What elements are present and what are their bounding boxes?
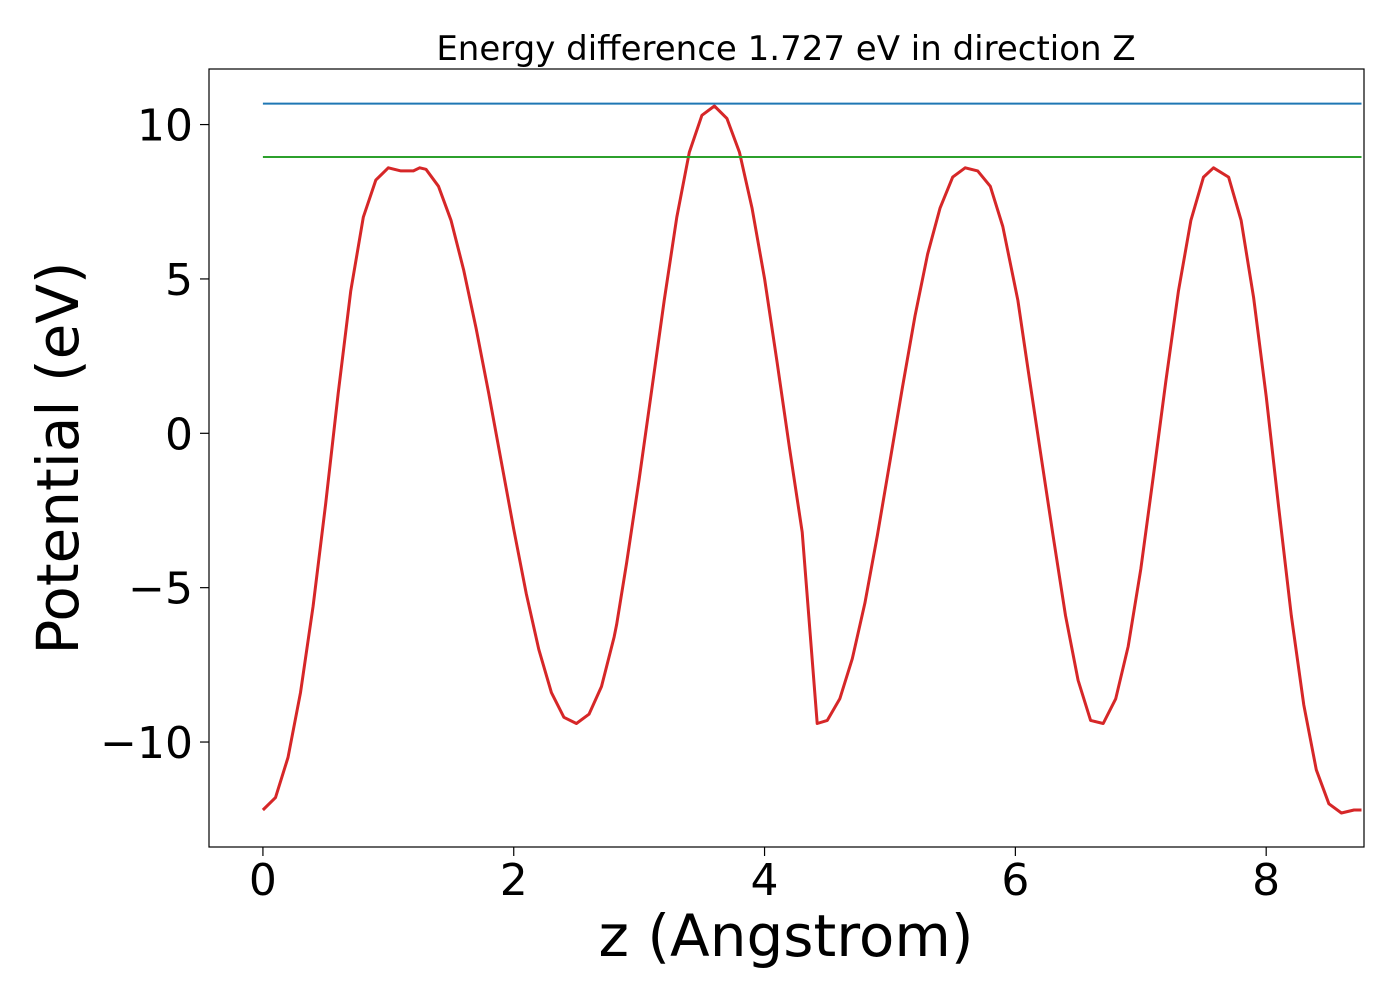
x-tick-label: 6 bbox=[1001, 855, 1029, 906]
x-tick-label: 8 bbox=[1252, 855, 1280, 906]
x-axis-label: z (Angstrom) bbox=[599, 902, 974, 970]
series-layer bbox=[261, 102, 1362, 815]
y-axis-ticks: −10 −5 0 5 10 bbox=[100, 101, 209, 769]
y-tick-label: 5 bbox=[165, 255, 193, 306]
x-tick-label: 4 bbox=[751, 855, 779, 906]
x-axis-ticks: 0 2 4 6 8 bbox=[249, 847, 1280, 906]
x-tick-label: 0 bbox=[249, 855, 277, 906]
y-tick-label: 10 bbox=[137, 101, 193, 152]
y-tick-label: −10 bbox=[100, 718, 193, 769]
y-tick-label: 0 bbox=[165, 409, 193, 460]
potential-curve bbox=[261, 104, 1362, 815]
y-axis-label: Potential (eV) bbox=[24, 261, 92, 654]
x-tick-label: 2 bbox=[500, 855, 528, 906]
chart-title: Energy difference 1.727 eV in direction … bbox=[436, 29, 1135, 69]
plot-area bbox=[208, 68, 1365, 848]
y-tick-label: −5 bbox=[128, 564, 193, 615]
